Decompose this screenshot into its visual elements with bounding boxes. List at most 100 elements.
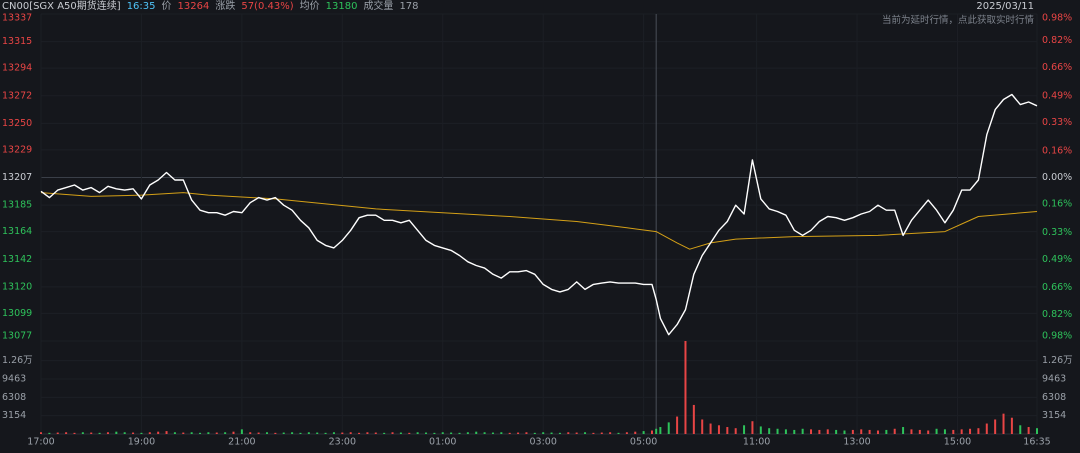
y-tick-label: 13315 (2, 36, 32, 47)
volume-bar (491, 432, 494, 434)
volume-bar (98, 432, 101, 434)
price: 13264 (177, 1, 210, 12)
y2-tick-label: 0.33% (1042, 117, 1072, 128)
volume-bar (240, 429, 243, 434)
y2-tick-label: 0.00% (1042, 172, 1072, 183)
volume-bar (701, 419, 704, 434)
y2-tick-label: 0.82% (1042, 35, 1072, 46)
volume-bar (517, 432, 520, 434)
volume-bar (165, 431, 168, 434)
volume-bar (575, 432, 578, 434)
volume-bar (500, 432, 503, 434)
volume-bar (374, 432, 377, 434)
volume-bar (843, 430, 846, 434)
volume-bar (542, 432, 545, 434)
volume-bar (433, 432, 436, 434)
y-tick-label: 13250 (2, 118, 32, 129)
volume-bar (408, 432, 411, 434)
volume-bar (784, 429, 787, 434)
volume-bar (466, 432, 469, 434)
volume-bar (692, 404, 695, 434)
volume-bar (366, 432, 369, 434)
volume-bar (215, 432, 218, 434)
volume-bar (810, 429, 813, 434)
price-line (40, 93, 1038, 336)
volume-bar (550, 432, 553, 434)
volume-bar (274, 432, 277, 434)
y2-tick-label: 0.49% (1042, 90, 1072, 101)
volume-bar (190, 432, 193, 434)
volume-bar (868, 429, 871, 434)
volume-bar (893, 428, 896, 434)
volume-bar (960, 429, 963, 434)
quote-header: CN00[SGX A50期货连续] 16:35 价 13264 涨跌 57(0.… (2, 0, 419, 14)
volume-tick-label: 6308 (1042, 392, 1066, 403)
volume-bar (123, 432, 126, 434)
volume-bar (265, 432, 268, 434)
volume-bar (642, 431, 645, 434)
avg-label: 均价 (299, 1, 320, 12)
x-tick-label: 19:00 (128, 437, 155, 448)
volume-bar (40, 432, 42, 434)
x-tick-label: 21:00 (228, 437, 255, 448)
volume-bar (533, 432, 536, 434)
volume-bar (684, 341, 687, 434)
volume-bar (717, 425, 720, 434)
volume-bar (918, 429, 921, 434)
change: 57(0.43%) (241, 1, 294, 12)
volume-bar (307, 432, 310, 434)
x-tick-label: 11:00 (743, 437, 770, 448)
volume-bar (441, 432, 444, 434)
volume-bar (65, 432, 68, 434)
volume-bar (584, 432, 587, 434)
volume-bar (910, 429, 913, 434)
volume-bar (450, 432, 453, 434)
volume-tick-label: 9463 (2, 373, 26, 384)
y-tick-label: 13099 (2, 308, 32, 319)
volume-bar (768, 428, 771, 434)
volume-bar (332, 432, 335, 434)
y2-tick-label: 0.98% (1042, 331, 1072, 342)
volume-bar (224, 432, 227, 434)
volume-bar (115, 431, 118, 434)
volume-bar (793, 429, 796, 434)
volume-bar (860, 429, 863, 434)
volume-bar (977, 428, 980, 434)
price-label: 价 (161, 1, 172, 12)
volume-bar (416, 432, 419, 434)
y-tick-label: 13185 (2, 200, 32, 211)
realtime-notice[interactable]: 当前为延时行情，点此获取实时行情 (881, 15, 1034, 26)
volume-bar (826, 429, 829, 434)
volume-bar (634, 431, 637, 434)
volume-bar (383, 432, 386, 434)
volume-bar (759, 426, 762, 434)
volume-bar (48, 432, 51, 434)
volume-bar (249, 432, 252, 434)
y-tick-label: 13337 (2, 13, 32, 24)
y2-tick-label: 0.33% (1042, 227, 1072, 238)
average-line (40, 192, 1038, 250)
volume-bar (709, 423, 712, 434)
y-tick-label: 13229 (2, 144, 32, 155)
volume-bar (985, 423, 988, 434)
volume-bar (483, 432, 486, 434)
volume-bar (726, 427, 729, 434)
volume-bar (324, 432, 327, 434)
volume-bar (902, 427, 905, 434)
volume-bar (207, 432, 210, 434)
volume-bar (1036, 428, 1038, 434)
volume-bar (592, 432, 595, 434)
change-label: 涨跌 (215, 1, 236, 12)
volume-tick-label: 1.26万 (1042, 355, 1073, 366)
volume-bar (106, 432, 109, 434)
volume-bar (316, 432, 319, 434)
volume-bar (943, 429, 946, 434)
y2-tick-label: 0.98% (1042, 13, 1072, 24)
volume-bar (655, 428, 658, 434)
volume-bar (851, 429, 854, 434)
volume-bar (659, 427, 662, 434)
volume-bar (140, 432, 143, 434)
volume-bar (525, 432, 528, 434)
volume-bar (425, 432, 428, 434)
